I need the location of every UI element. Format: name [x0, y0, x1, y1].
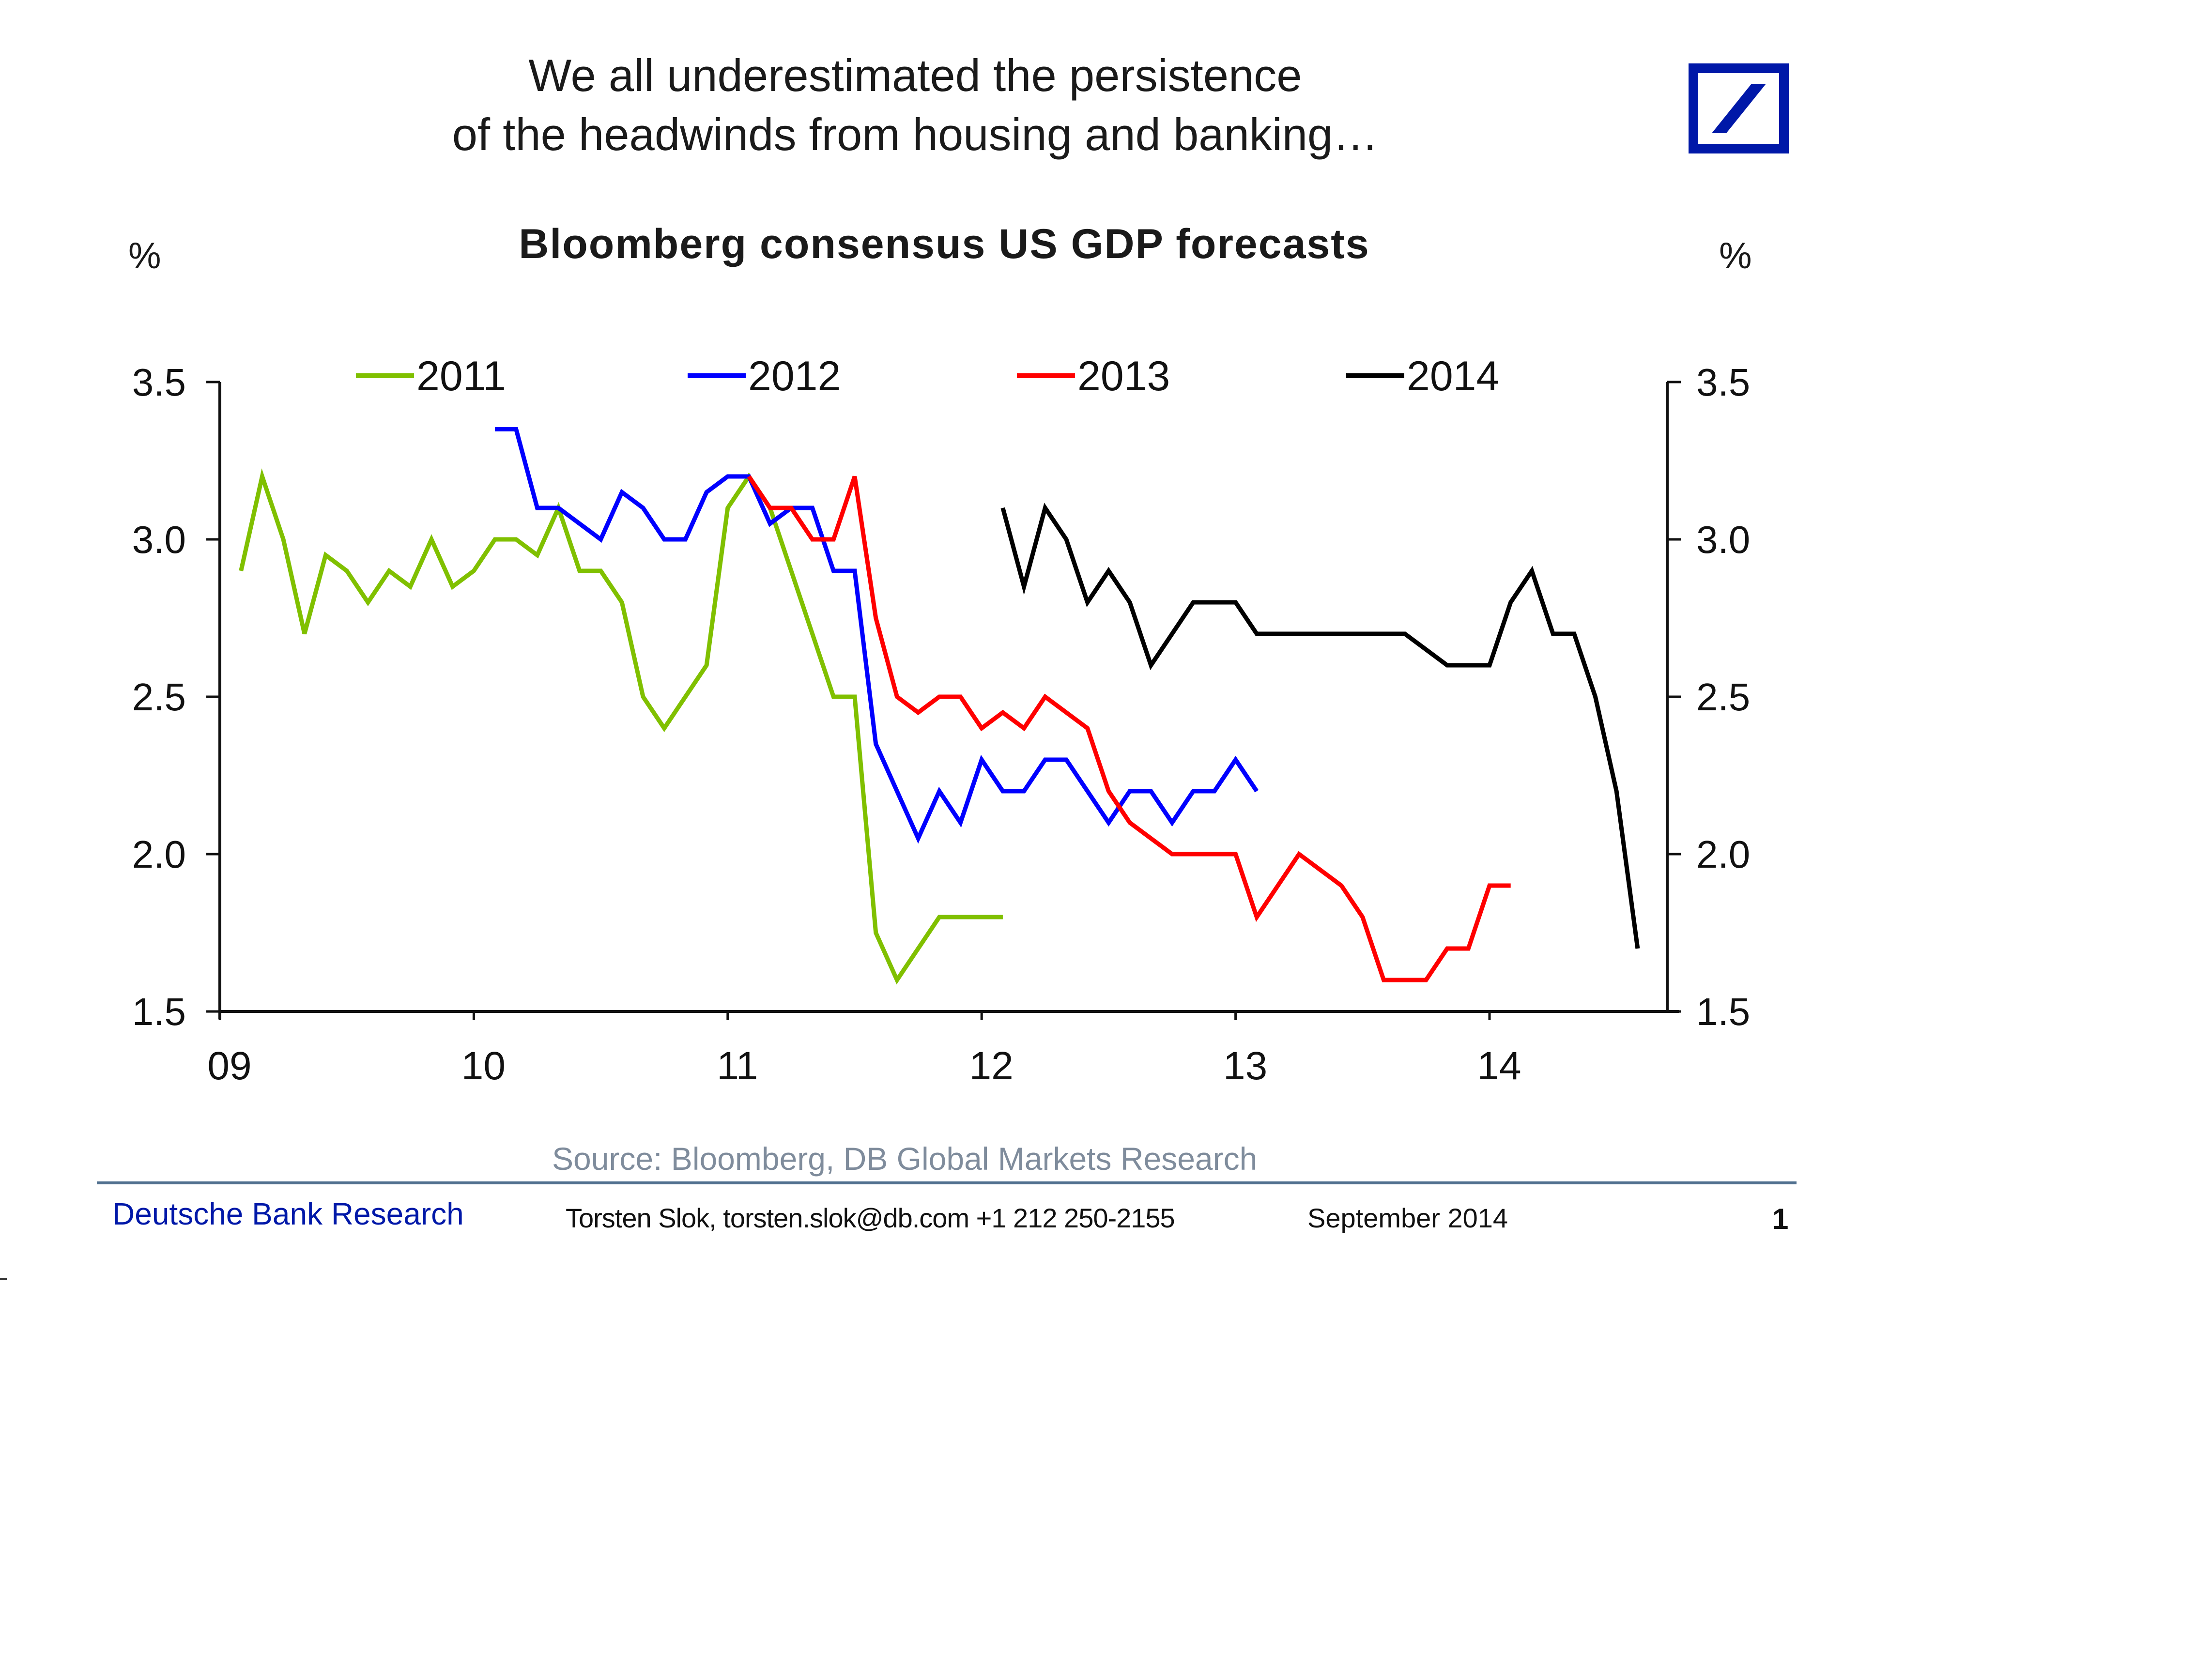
series-line-2011 — [239, 468, 1003, 985]
y-tick-label-left: 3.0 — [132, 518, 186, 561]
footer-divider — [97, 1181, 1797, 1184]
y-axis-unit-left: % — [128, 235, 161, 276]
y-axis-unit-right: % — [1719, 235, 1752, 276]
x-tick-label: 12 — [969, 1044, 1014, 1088]
legend-label-2014: 2014 — [1407, 353, 1499, 399]
legend-label-2011: 2011 — [416, 353, 506, 399]
chart-legend: 2011 2012 2013 2014 — [356, 353, 1499, 399]
footer-date: September 2014 — [1307, 1203, 1508, 1233]
source-note: Source: Bloomberg, DB Global Markets Res… — [552, 1141, 1258, 1177]
footer-brand: Deutsche Bank Research — [112, 1196, 464, 1231]
y-tick-label-right: 3.5 — [1696, 361, 1750, 404]
x-tick-label: 11 — [717, 1044, 758, 1088]
legend-label-2013: 2013 — [1077, 353, 1170, 399]
chart-axes: 3.5 3.5 3.0 3.0 2.5 2.5 2.0 2.0 1.5 1.5 09 10 11 12 13… — [132, 361, 1750, 1088]
y-tick-label-right: 2.0 — [1696, 833, 1750, 876]
logo-slash-icon — [1712, 84, 1766, 133]
chart-series — [239, 427, 1640, 985]
x-tick-label: 10 — [461, 1044, 506, 1088]
x-tick-label: 09 — [207, 1044, 251, 1088]
x-tick-label: 14 — [1477, 1044, 1521, 1088]
y-tick-label-left: 2.5 — [132, 675, 186, 719]
y-tick-label-left: 1.5 — [132, 990, 186, 1033]
footer-author-contact: Torsten Slok, torsten.slok@db.com +1 212… — [566, 1203, 1175, 1233]
deutsche-bank-logo-icon — [1689, 63, 1789, 153]
headline-line-1: We all underestimated the persistence — [528, 50, 1302, 101]
y-tick-label-right: 1.5 — [1696, 990, 1750, 1033]
x-tick-label: 13 — [1223, 1044, 1267, 1088]
series-line-2014 — [1000, 503, 1640, 949]
y-tick-label-right: 3.0 — [1696, 518, 1750, 561]
y-tick-label-left: 3.5 — [132, 361, 186, 404]
series-line-2012 — [495, 427, 1259, 844]
chart-title: Bloomberg consensus US GDP forecasts — [519, 221, 1370, 267]
y-tick-label-left: 2.0 — [132, 833, 186, 876]
series-line-2013 — [747, 475, 1511, 982]
gdp-forecast-chart: 3.5 3.5 3.0 3.0 2.5 2.5 2.0 2.0 1.5 1.5 09 10 11 12 13… — [132, 353, 1750, 1088]
y-tick-label-right: 2.5 — [1696, 675, 1750, 719]
slide-headline: We all underestimated the persistence of… — [0, 46, 1830, 164]
legend-label-2012: 2012 — [748, 353, 841, 399]
stray-mark — [0, 1278, 7, 1280]
headline-line-2: of the headwinds from housing and bankin… — [452, 109, 1379, 160]
page-number: 1 — [1772, 1203, 1789, 1235]
